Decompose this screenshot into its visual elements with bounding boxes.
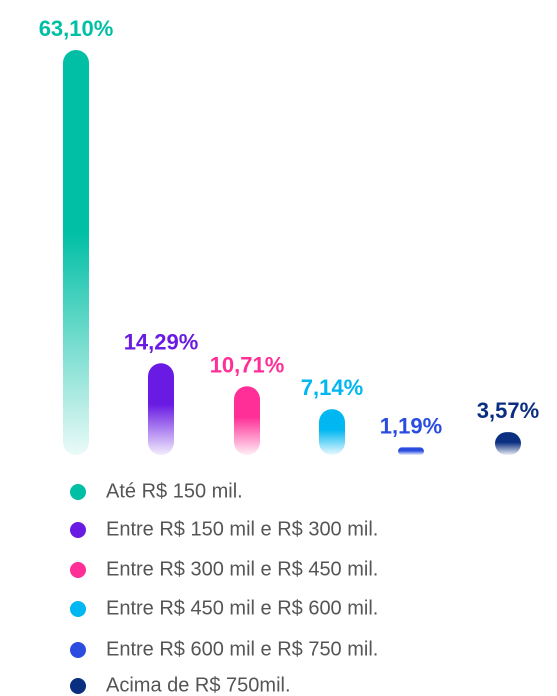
value-label: 1,19% [380, 413, 442, 438]
legend-label: Entre R$ 450 mil e R$ 600 mil. [106, 597, 378, 619]
value-label: 7,14% [301, 375, 363, 400]
legend-dot [70, 601, 86, 617]
bar [234, 386, 260, 455]
legend-label: Entre R$ 150 mil e R$ 300 mil. [106, 518, 378, 540]
legend-label: Até R$ 150 mil. [106, 480, 243, 502]
legend-dot [70, 562, 86, 578]
legend-dot [70, 484, 86, 500]
value-label: 10,71% [210, 352, 285, 377]
legend-dot [70, 678, 86, 694]
value-label: 63,10% [39, 16, 114, 41]
bar [398, 447, 424, 455]
value-label: 14,29% [124, 329, 199, 354]
legend-dot [70, 522, 86, 538]
bar [63, 50, 89, 455]
bar [495, 432, 521, 455]
legend-label: Entre R$ 300 mil e R$ 450 mil. [106, 558, 378, 580]
legend-dot [70, 642, 86, 658]
bar [319, 409, 345, 455]
bar [148, 363, 174, 455]
legend-label: Entre R$ 600 mil e R$ 750 mil. [106, 638, 378, 660]
value-label: 3,57% [477, 398, 539, 423]
legend-label: Acima de R$ 750mil. [106, 674, 291, 696]
